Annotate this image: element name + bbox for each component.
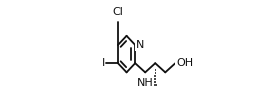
Text: NH: NH (137, 78, 154, 88)
Text: I: I (102, 58, 105, 68)
Text: N: N (136, 40, 144, 50)
Text: OH: OH (176, 58, 193, 68)
Text: Cl: Cl (113, 7, 123, 17)
